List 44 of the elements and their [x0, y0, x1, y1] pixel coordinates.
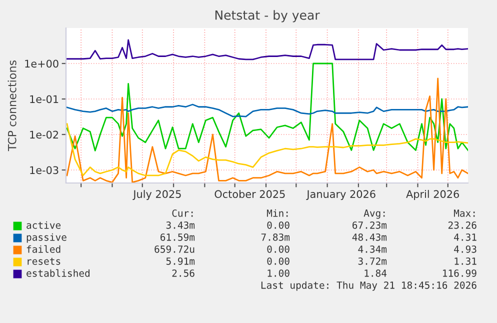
line-series [66, 104, 468, 118]
text: Cur: [172, 209, 193, 217]
text: 1.84 [364, 269, 387, 277]
line-series [66, 62, 468, 152]
legend-label: active [26, 221, 61, 229]
x-tick-label: July 2025 [132, 190, 181, 200]
legend-label: established [26, 269, 90, 277]
x-tick-label: January 2026 [306, 190, 376, 200]
legend-label: resets [28, 258, 60, 265]
text: Max: [454, 210, 475, 217]
text: 61.59m [160, 233, 195, 241]
text: 1.00 [268, 269, 290, 277]
text: 67.23m [352, 221, 387, 229]
legend-label: passive [26, 233, 66, 243]
y-tick-label: 1e-03 [30, 166, 58, 174]
y-tick-label: 1e+00 [25, 60, 58, 68]
text: 3.72m [358, 257, 387, 265]
x-tick-label: October 2025 [214, 190, 285, 198]
text: 0.00 [267, 221, 290, 229]
text: 2.56 [172, 269, 194, 277]
text: 7.83m [261, 233, 290, 241]
y-tick-label: 1e-02 [30, 130, 58, 139]
text: 1.31 [454, 257, 476, 265]
x-tick-label: April 2026 [406, 190, 459, 200]
line-series [66, 39, 468, 60]
text: 659.72u [154, 245, 194, 253]
text: 4.31 [454, 233, 476, 241]
text: 0.00 [267, 245, 290, 253]
text: 116.99 [443, 269, 476, 277]
y-axis-title: TCP connections [8, 60, 16, 152]
text: 0.00 [267, 257, 290, 265]
text: 23.26 [448, 221, 476, 229]
text: 4.34m [358, 245, 387, 253]
text: 4.93 [454, 245, 476, 253]
legend-label: failed [26, 245, 60, 253]
text: Min: [266, 209, 288, 217]
text: Last update: Thu May 21 18:45:16 2026 [261, 281, 476, 291]
text: 3.43m [166, 221, 195, 229]
chart-title: Netstat - by year [215, 10, 320, 22]
y-tick-label: 1e-01 [30, 95, 58, 104]
text: 5.91m [166, 257, 195, 265]
text: 48.43m [352, 233, 387, 241]
text: Avg: [364, 210, 385, 219]
line-series [66, 123, 468, 176]
